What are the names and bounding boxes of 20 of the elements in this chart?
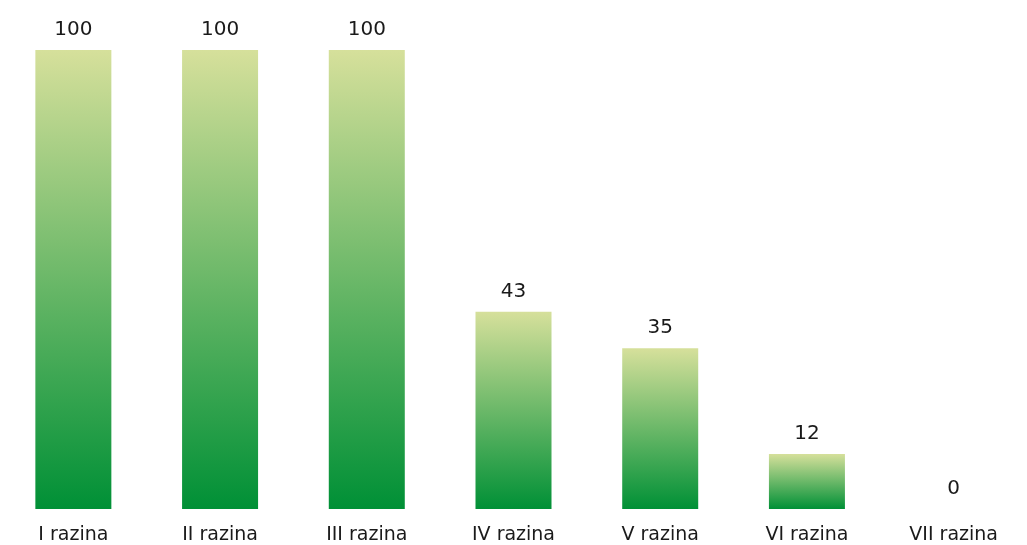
bar (35, 50, 112, 509)
x-tick-label: II razina (182, 521, 258, 544)
data-label: 0 (947, 475, 961, 499)
data-label: 35 (647, 314, 673, 339)
bar (182, 50, 259, 509)
data-label: 100 (200, 16, 240, 40)
bar (328, 50, 405, 509)
bar (768, 453, 845, 509)
bar (622, 348, 699, 509)
x-tick-label: V razina (621, 521, 699, 544)
data-label: 12 (794, 419, 820, 444)
data-label: 100 (347, 16, 386, 40)
data-label: 100 (54, 16, 93, 40)
bar (475, 311, 552, 509)
x-tick-label: I razina (38, 521, 109, 544)
x-tick-label: IV razina (471, 521, 556, 544)
x-tick-label: III razina (326, 521, 408, 544)
x-tick-label: VII razina (909, 521, 998, 544)
data-label: 43 (500, 277, 527, 302)
x-tick-label: VI razina (765, 521, 849, 544)
